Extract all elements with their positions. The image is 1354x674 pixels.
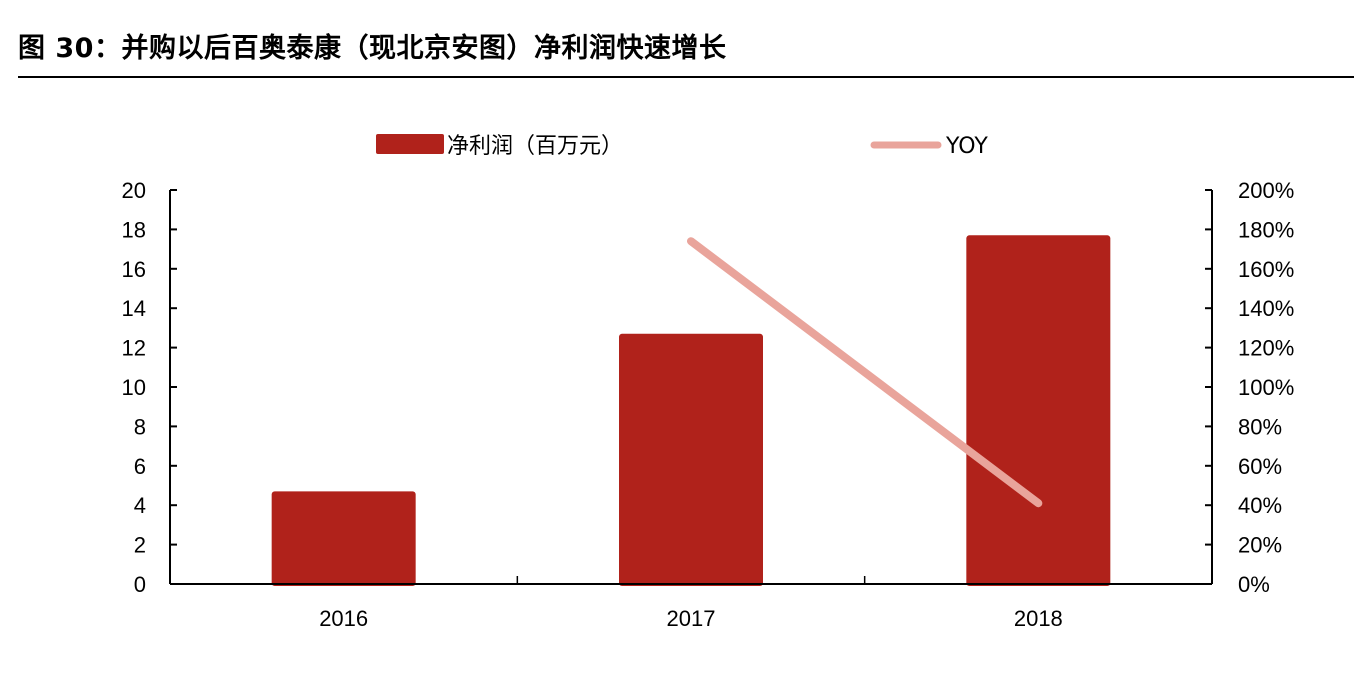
left-tick-label: 12 — [122, 336, 146, 361]
right-tick-label: 160% — [1238, 257, 1294, 282]
right-tick-label: 0% — [1238, 572, 1270, 597]
left-tick-label: 20 — [122, 178, 146, 203]
right-tick-label: 140% — [1238, 296, 1294, 321]
x-tick-label: 2018 — [1014, 606, 1063, 631]
legend-line-label: YOY — [945, 134, 988, 159]
x-axis: 2016 2017 2018 — [170, 576, 1212, 631]
right-tick-label: 200% — [1238, 178, 1294, 203]
x-tick-label: 2016 — [319, 606, 368, 631]
legend-bar-swatch — [376, 134, 444, 154]
left-tick-label: 6 — [134, 454, 146, 479]
right-tick-label: 60% — [1238, 454, 1282, 479]
x-tick-label: 2017 — [667, 606, 716, 631]
bar-2016 — [271, 491, 416, 586]
chart-title: 图 30：并购以后百奥泰康（现北京安图）净利润快速增长 — [18, 33, 727, 64]
left-tick-label: 16 — [122, 257, 146, 282]
right-tick-label: 120% — [1238, 336, 1294, 361]
right-y-axis: 0% 20% 40% 60% 80% 100% 120% 140% 160% 180% 200% — [1205, 178, 1294, 597]
legend: 净利润（百万元） YOY — [376, 134, 988, 159]
right-tick-label: 20% — [1238, 533, 1282, 558]
right-tick-label: 100% — [1238, 375, 1294, 400]
left-tick-label: 4 — [134, 493, 146, 518]
left-tick-label: 2 — [134, 533, 146, 558]
left-tick-label: 18 — [122, 217, 146, 242]
left-tick-label: 10 — [122, 375, 146, 400]
right-tick-label: 180% — [1238, 217, 1294, 242]
bar-2017 — [619, 333, 763, 586]
left-tick-label: 0 — [134, 572, 146, 597]
right-tick-label: 80% — [1238, 414, 1282, 439]
left-tick-label: 8 — [134, 414, 146, 439]
left-y-axis: 0 2 4 6 8 10 12 14 16 18 20 — [122, 178, 177, 597]
title-divider — [18, 76, 1354, 78]
right-tick-label: 40% — [1238, 493, 1282, 518]
yoy-line — [687, 237, 1043, 508]
bar-2018 — [966, 235, 1111, 586]
legend-bar-label: 净利润（百万元） — [447, 134, 623, 159]
left-tick-label: 14 — [122, 296, 146, 321]
plot-area — [271, 235, 1111, 586]
